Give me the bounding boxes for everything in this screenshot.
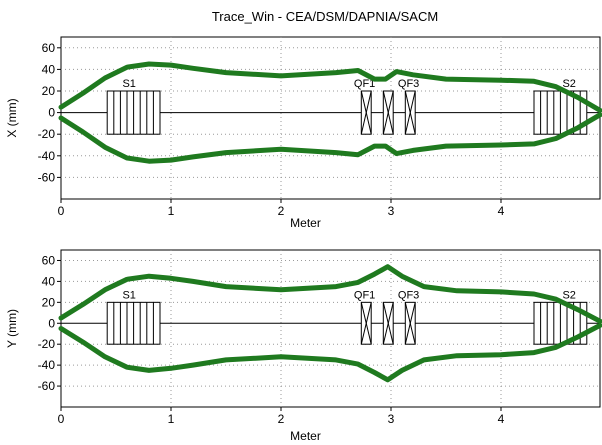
x-tick-label: 0 (58, 204, 65, 218)
y-tick-label: 40 (42, 274, 56, 288)
envelope-upper-line (58, 264, 602, 324)
y-tick-label: 60 (42, 41, 56, 55)
quadrupole-element: QF1 (354, 78, 375, 135)
figure-title: Trace_Win - CEA/DSM/DAPNIA/SACM (212, 9, 438, 24)
y-tick-label: 0 (48, 106, 55, 120)
element-label: QF1 (354, 78, 375, 90)
quad-diagonal (382, 90, 394, 135)
x-tick-label: 2 (278, 412, 285, 426)
y-envelope-plot: 0 1 2 3 4 60 40 20 0 -20 -40 -60 Meter Y (mm) S1 QF1 QF3… (5, 249, 602, 443)
y-tick-label: -20 (38, 127, 56, 141)
envelope-lower-line (58, 112, 602, 164)
element-label: QF3 (398, 78, 419, 90)
element-label: QF1 (354, 289, 375, 301)
y-tick-label: 0 (48, 316, 55, 330)
y-tick-label: 40 (42, 62, 56, 76)
quadrupole-element: QF1 (354, 289, 375, 345)
quad-diagonal (360, 302, 372, 345)
quadrupole-element: QF3 (398, 78, 419, 135)
x-tick-label: 4 (498, 204, 505, 218)
quad-diagonal (404, 302, 416, 345)
element-label: S2 (562, 289, 575, 301)
y-tick-label: 60 (42, 253, 56, 267)
y-tick-label: -60 (38, 170, 56, 184)
y-tick-label: 20 (42, 295, 56, 309)
quad-diagonal (404, 90, 416, 135)
y-axis-label: X (mm) (5, 98, 19, 137)
quadrupole-element (382, 90, 394, 135)
y-axis-label: Y (mm) (5, 309, 19, 348)
x-tick-label: 0 (58, 412, 65, 426)
x-tick-label: 3 (388, 412, 395, 426)
y-tick-label: -60 (38, 379, 56, 393)
y-tick-label: -20 (38, 337, 56, 351)
x-tick-label: 1 (168, 412, 175, 426)
quadrupole-element: QF3 (398, 289, 419, 345)
solenoid-element: S1 (106, 78, 161, 135)
solenoid-element: S1 (106, 289, 161, 345)
y-tick-label: -40 (38, 149, 56, 163)
envelope-lower-line (58, 322, 602, 383)
x-tick-label: 4 (498, 412, 505, 426)
x-tick-label: 2 (278, 204, 285, 218)
envelope-upper-line (58, 61, 602, 113)
element-label: S1 (122, 78, 135, 90)
x-tick-label: 1 (168, 204, 175, 218)
quad-diagonal (382, 302, 394, 345)
element-label: S1 (122, 289, 135, 301)
element-label: S2 (562, 78, 575, 90)
y-tick-label: 20 (42, 84, 56, 98)
x-envelope-plot: 0 1 2 3 4 60 40 20 0 -20 -40 -60 Meter X (mm) S1 QF1 QF3… (5, 36, 602, 230)
quad-diagonal (360, 90, 372, 135)
x-axis-label: Meter (290, 216, 321, 230)
x-axis-label: Meter (290, 429, 321, 443)
quadrupole-element (382, 301, 394, 345)
y-tick-label: -40 (38, 358, 56, 372)
x-tick-label: 3 (388, 204, 395, 218)
element-label: QF3 (398, 289, 419, 301)
